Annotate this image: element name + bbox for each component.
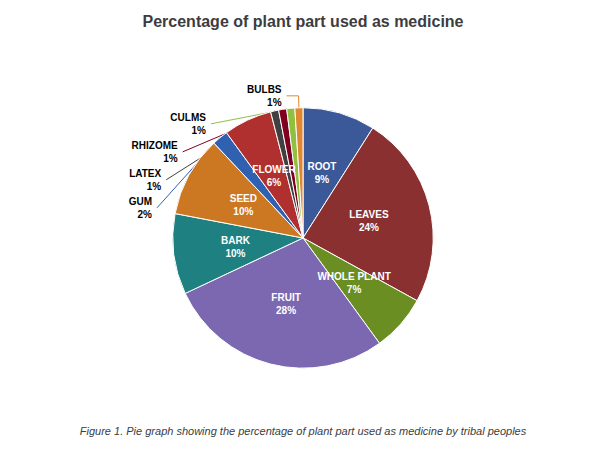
svg-text:2%: 2%: [138, 209, 153, 220]
svg-text:Figure 1. Pie graph showing th: Figure 1. Pie graph showing the percenta…: [80, 425, 527, 437]
svg-text:WHOLE PLANT: WHOLE PLANT: [317, 271, 390, 282]
svg-text:SEED: SEED: [230, 193, 257, 204]
svg-text:1%: 1%: [147, 181, 162, 192]
svg-text:GUM: GUM: [129, 196, 152, 207]
svg-text:6%: 6%: [267, 177, 282, 188]
svg-text:BULBS: BULBS: [247, 84, 282, 95]
svg-text:CULMS: CULMS: [170, 112, 206, 123]
svg-text:28%: 28%: [276, 305, 296, 316]
svg-text:RHIZOME: RHIZOME: [132, 140, 178, 151]
svg-text:LATEX: LATEX: [129, 168, 161, 179]
svg-text:1%: 1%: [163, 153, 178, 164]
svg-text:1%: 1%: [267, 97, 282, 108]
svg-text:BARK: BARK: [221, 235, 251, 246]
svg-text:7%: 7%: [347, 284, 362, 295]
svg-text:LEAVES: LEAVES: [349, 209, 389, 220]
svg-text:Percentage of plant part used: Percentage of plant part used as medicin…: [143, 13, 464, 30]
svg-text:FRUIT: FRUIT: [271, 292, 300, 303]
svg-text:10%: 10%: [233, 206, 253, 217]
svg-text:FLOWER: FLOWER: [252, 164, 296, 175]
svg-text:10%: 10%: [225, 248, 245, 259]
svg-text:1%: 1%: [191, 125, 206, 136]
svg-text:ROOT: ROOT: [308, 161, 337, 172]
svg-text:9%: 9%: [315, 174, 330, 185]
svg-text:24%: 24%: [359, 222, 379, 233]
